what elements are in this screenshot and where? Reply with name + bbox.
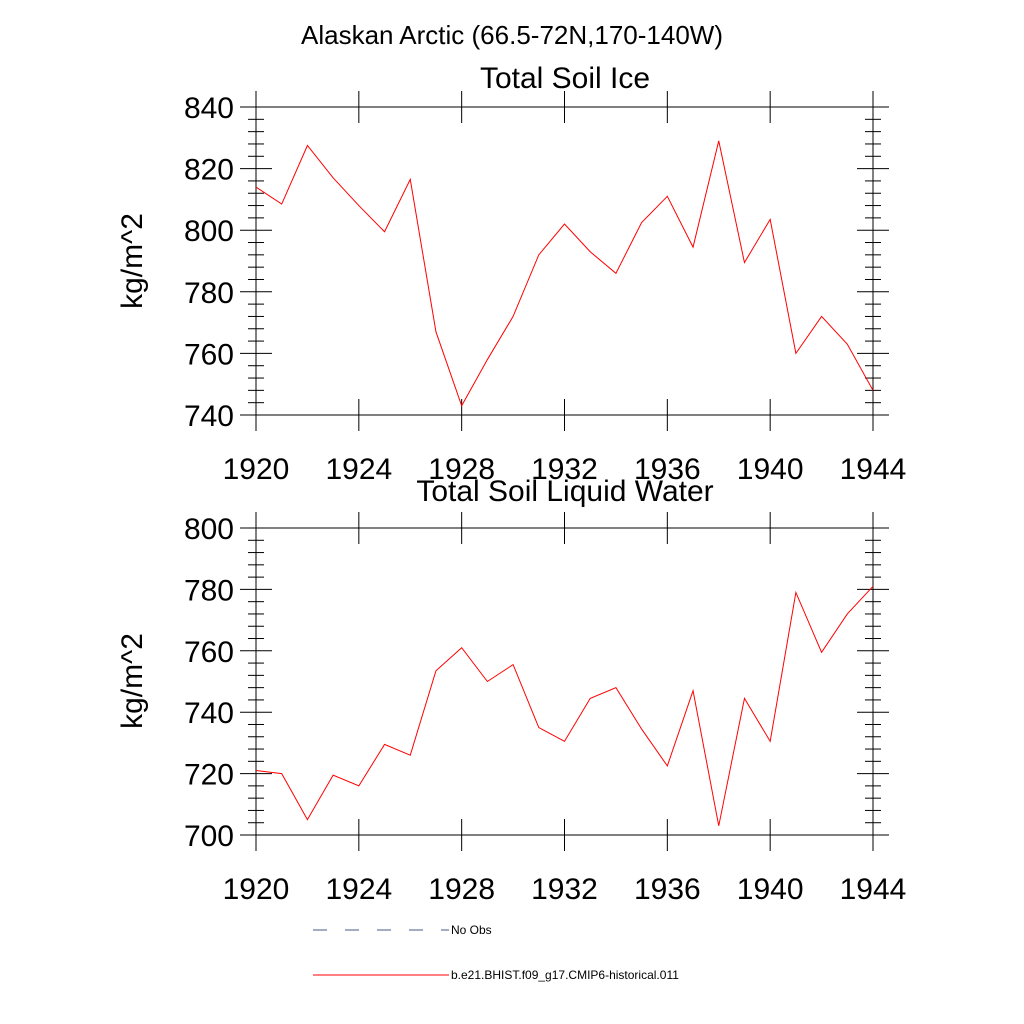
y-tick-label: 760 bbox=[184, 338, 234, 371]
chart-panel-soil-liquid-water: Total Soil Liquid Water kg/m^2 1920 1924 1… bbox=[116, 475, 906, 906]
legend: No Obs b.e21.BHIST.f09_g17.CMIP6-histori… bbox=[313, 923, 679, 982]
y-tick-label: 740 bbox=[184, 697, 234, 730]
y-axis-label: kg/m^2 bbox=[116, 633, 149, 729]
y-tick-label: 720 bbox=[184, 759, 234, 792]
y-tick-label: 800 bbox=[184, 513, 234, 546]
x-tick-label: 1928 bbox=[428, 873, 495, 906]
x-tick-label: 1940 bbox=[737, 873, 804, 906]
chart-title: Total Soil Ice bbox=[480, 62, 650, 95]
figure-title: Alaskan Arctic (66.5-72N,170-140W) bbox=[301, 20, 723, 50]
y-tick-label: 820 bbox=[184, 154, 234, 187]
x-tick-label: 1932 bbox=[531, 873, 598, 906]
y-tick-label: 700 bbox=[184, 820, 234, 853]
x-tick-label: 1936 bbox=[634, 453, 701, 486]
x-tick-label: 1944 bbox=[840, 873, 907, 906]
y-tick-label: 740 bbox=[184, 400, 234, 433]
y-tick-label: 840 bbox=[184, 92, 234, 125]
chart-panel-soil-ice: Total Soil Ice kg/m^2 1920 1924 1928 1932 19… bbox=[116, 62, 906, 486]
y-tick-label: 780 bbox=[184, 574, 234, 607]
y-axis-label: kg/m^2 bbox=[116, 213, 149, 309]
legend-label-model: b.e21.BHIST.f09_g17.CMIP6-historical.011 bbox=[451, 968, 679, 982]
chart-title: Total Soil Liquid Water bbox=[416, 475, 713, 508]
x-tick-label: 1920 bbox=[223, 453, 290, 486]
x-tick-label: 1924 bbox=[325, 453, 392, 486]
series-line bbox=[255, 140, 874, 407]
y-tick-label: 780 bbox=[184, 277, 234, 310]
x-tick-label: 1940 bbox=[737, 453, 804, 486]
x-tick-label: 1936 bbox=[634, 873, 701, 906]
series-line bbox=[255, 585, 874, 826]
legend-label-no-obs: No Obs bbox=[451, 923, 492, 937]
x-tick-label: 1924 bbox=[325, 873, 392, 906]
x-tick-label: 1920 bbox=[223, 873, 290, 906]
x-tick-label: 1928 bbox=[428, 453, 495, 486]
x-tick-label: 1932 bbox=[531, 453, 598, 486]
y-tick-label: 800 bbox=[184, 215, 234, 248]
y-tick-label: 760 bbox=[184, 636, 234, 669]
x-tick-label: 1944 bbox=[840, 453, 907, 486]
